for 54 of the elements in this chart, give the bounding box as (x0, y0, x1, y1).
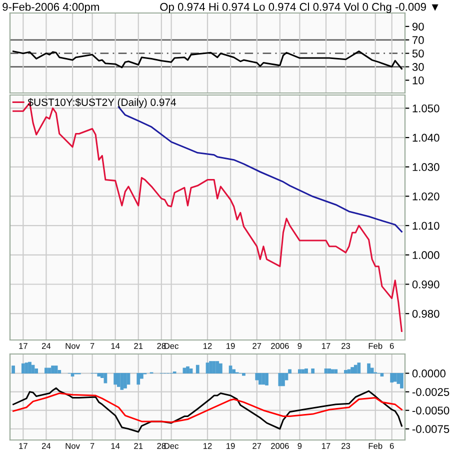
x-tick-label: 7 (90, 443, 94, 449)
x-tick-label: 9 (298, 443, 302, 449)
x-tick-label: 14 (111, 443, 120, 449)
x-tick-label: 23 (342, 343, 350, 349)
legend-label: $UST10Y:$UST2Y (Daily) 0.974 (28, 98, 176, 108)
x-tick-label: 21 (134, 343, 143, 349)
x-tick-label: 2006 (271, 343, 289, 349)
x-tick-label: 28 (157, 443, 166, 449)
y-tick-label: 1.010 (412, 222, 440, 230)
x-tick-label: Nov (66, 343, 80, 349)
x-tick-label: 7 (90, 343, 94, 349)
y-tick-label: -0.0075 (412, 425, 450, 434)
x-tick-label: 24 (42, 343, 51, 349)
y-tick-label: 0.0000 (412, 370, 446, 378)
x-tick-label: 21 (134, 443, 143, 449)
x-tick-label: 17 (322, 343, 330, 349)
y-tick-label: 0.980 (412, 310, 440, 318)
x-tick-label: Dec (164, 443, 178, 449)
x-tick-label: 19 (226, 443, 235, 449)
y-tick-label: -0.0025 (412, 388, 450, 396)
y-tick-label: 1.000 (412, 251, 440, 260)
y-tick-label: 1.020 (412, 192, 440, 200)
chart-subtitle: Op 0.974 Hi 0.974 Lo 0.974 Cl 0.974 Vol 0 Chg -0.009 ▼ (160, 2, 438, 13)
y-tick-label: 1.040 (412, 134, 440, 142)
y-tick-label: 1.050 (412, 104, 440, 112)
x-tick-label: 24 (42, 443, 51, 449)
x-tick-label: 19 (226, 343, 235, 349)
y-tick-label: 1.030 (412, 163, 440, 172)
y-tick-label: 10 (412, 76, 424, 84)
x-tick-label: 2006 (271, 443, 289, 449)
x-tick-label: Feb (368, 442, 382, 449)
x-tick-label: Nov (66, 443, 80, 449)
x-tick-label: Dec (164, 343, 178, 349)
x-tick-label: 6 (390, 343, 394, 349)
x-tick-label: 14 (111, 343, 120, 349)
chart-title: 9-Feb-2006 4:00pm (2, 2, 99, 13)
y-tick-label: 0.990 (412, 280, 440, 288)
x-tick-label: Feb (368, 342, 382, 349)
x-tick-label: 9 (298, 343, 302, 349)
x-tick-label: 17 (19, 343, 28, 349)
x-tick-label: 27 (252, 343, 262, 349)
x-tick-label: 17 (322, 443, 330, 449)
x-tick-label: 6 (390, 443, 394, 449)
y-tick-label: 50 (412, 50, 424, 58)
x-tick-label: 28 (157, 343, 166, 349)
y-tick-label: 90 (412, 22, 424, 31)
y-tick-label: -0.0050 (412, 406, 450, 414)
y-tick-label: 30 (412, 63, 424, 71)
x-tick-label: 12 (204, 343, 212, 349)
y-tick-label: 70 (412, 36, 424, 44)
x-tick-label: 23 (342, 443, 350, 449)
x-tick-label: 12 (204, 443, 212, 449)
x-tick-label: 27 (252, 443, 262, 449)
x-tick-label: 17 (19, 443, 28, 449)
